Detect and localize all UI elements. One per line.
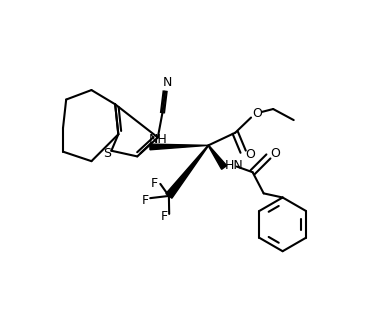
Text: NH: NH: [149, 132, 167, 146]
Text: HN: HN: [224, 159, 243, 173]
Polygon shape: [150, 144, 208, 150]
Text: O: O: [270, 147, 280, 160]
Text: O: O: [245, 148, 255, 161]
Text: F: F: [151, 177, 158, 191]
Polygon shape: [208, 145, 227, 169]
Text: S: S: [103, 147, 111, 161]
Text: O: O: [253, 107, 262, 120]
Polygon shape: [166, 145, 209, 198]
Text: F: F: [160, 210, 168, 223]
Text: F: F: [142, 194, 149, 207]
Text: N: N: [163, 76, 172, 89]
